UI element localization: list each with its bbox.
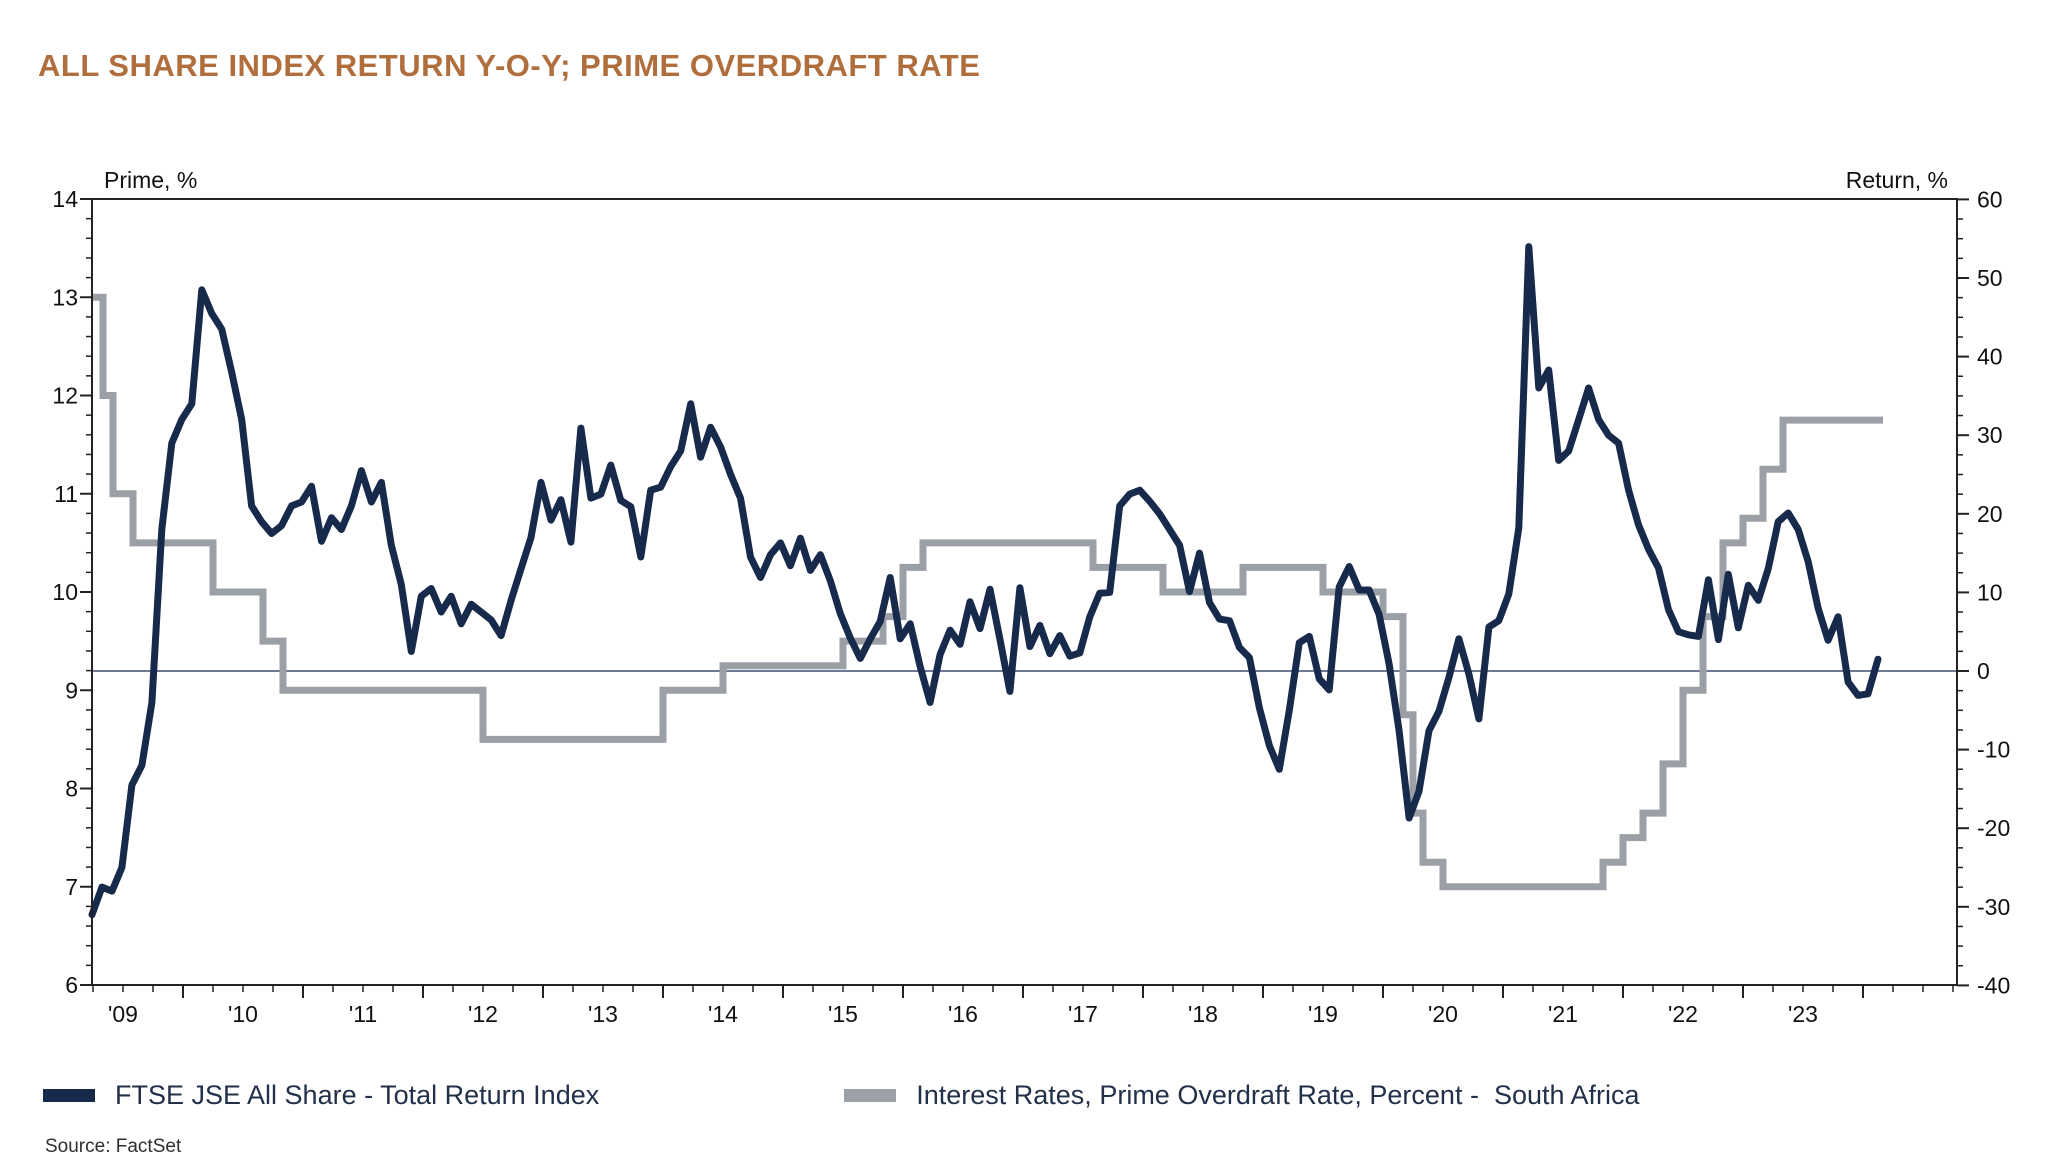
svg-text:'11: '11: [349, 1001, 377, 1027]
svg-text:12: 12: [52, 383, 78, 409]
svg-text:11: 11: [54, 481, 78, 507]
svg-text:30: 30: [1977, 422, 2003, 448]
svg-text:'12: '12: [468, 1001, 498, 1027]
plot-frame: [91, 198, 1958, 986]
svg-text:9: 9: [65, 677, 78, 703]
gray-legend-swatch: [844, 1089, 897, 1102]
svg-text:10: 10: [52, 579, 78, 605]
axis-ticks: [80, 198, 1969, 998]
svg-text:14: 14: [52, 186, 78, 212]
navy-legend-swatch: [43, 1089, 95, 1102]
svg-text:'09: '09: [108, 1001, 138, 1027]
chart-title: ALL SHARE INDEX RETURN Y-O-Y; PRIME OVER…: [38, 48, 981, 83]
svg-text:-10: -10: [1977, 737, 2010, 763]
svg-text:13: 13: [52, 284, 78, 310]
right-axis-label: Return, %: [1846, 167, 1948, 193]
svg-text:'17: '17: [1068, 1001, 1098, 1027]
svg-text:-20: -20: [1977, 815, 2010, 841]
legend-item-prime-rate: Interest Rates, Prime Overdraft Rate, Pe…: [844, 1080, 1640, 1111]
svg-text:'18: '18: [1188, 1001, 1218, 1027]
svg-text:50: 50: [1977, 265, 2003, 291]
svg-text:'14: '14: [708, 1001, 738, 1027]
svg-text:'16: '16: [948, 1001, 978, 1027]
svg-text:'23: '23: [1788, 1001, 1818, 1027]
svg-text:'21: '21: [1548, 1001, 1578, 1027]
legend-label-prime-rate: Interest Rates, Prime Overdraft Rate, Pe…: [916, 1080, 1640, 1110]
svg-text:8: 8: [65, 776, 78, 802]
prime-rate-series-line: [92, 293, 1883, 891]
legend: FTSE JSE All Share - Total Return Index …: [43, 1080, 2023, 1111]
svg-text:'10: '10: [228, 1001, 258, 1027]
svg-text:-40: -40: [1977, 972, 2010, 998]
svg-text:60: 60: [1977, 186, 2003, 212]
svg-text:'15: '15: [828, 1001, 858, 1027]
svg-text:6: 6: [65, 972, 78, 998]
total-return-series-line: [88, 243, 1882, 919]
svg-text:7: 7: [65, 874, 78, 900]
svg-text:20: 20: [1977, 501, 2003, 527]
svg-text:'19: '19: [1308, 1001, 1338, 1027]
svg-text:40: 40: [1977, 344, 2003, 370]
svg-text:0: 0: [1977, 658, 1990, 684]
left-axis-label: Prime, %: [104, 167, 197, 193]
svg-text:'22: '22: [1668, 1001, 1698, 1027]
source-note: Source: FactSet: [45, 1136, 182, 1157]
legend-item-return-index: FTSE JSE All Share - Total Return Index: [43, 1080, 599, 1111]
axis-tick-labels: 14 13 12 11 10 9 8 7 6 60 50 40 30 20 10 0 -10 -20 -30 -40 '…: [52, 186, 2010, 1027]
svg-text:10: 10: [1977, 579, 2003, 605]
svg-text:'13: '13: [588, 1001, 618, 1027]
legend-label-return-index: FTSE JSE All Share - Total Return Index: [115, 1080, 600, 1110]
svg-text:-30: -30: [1977, 894, 2010, 920]
svg-text:'20: '20: [1428, 1001, 1458, 1027]
